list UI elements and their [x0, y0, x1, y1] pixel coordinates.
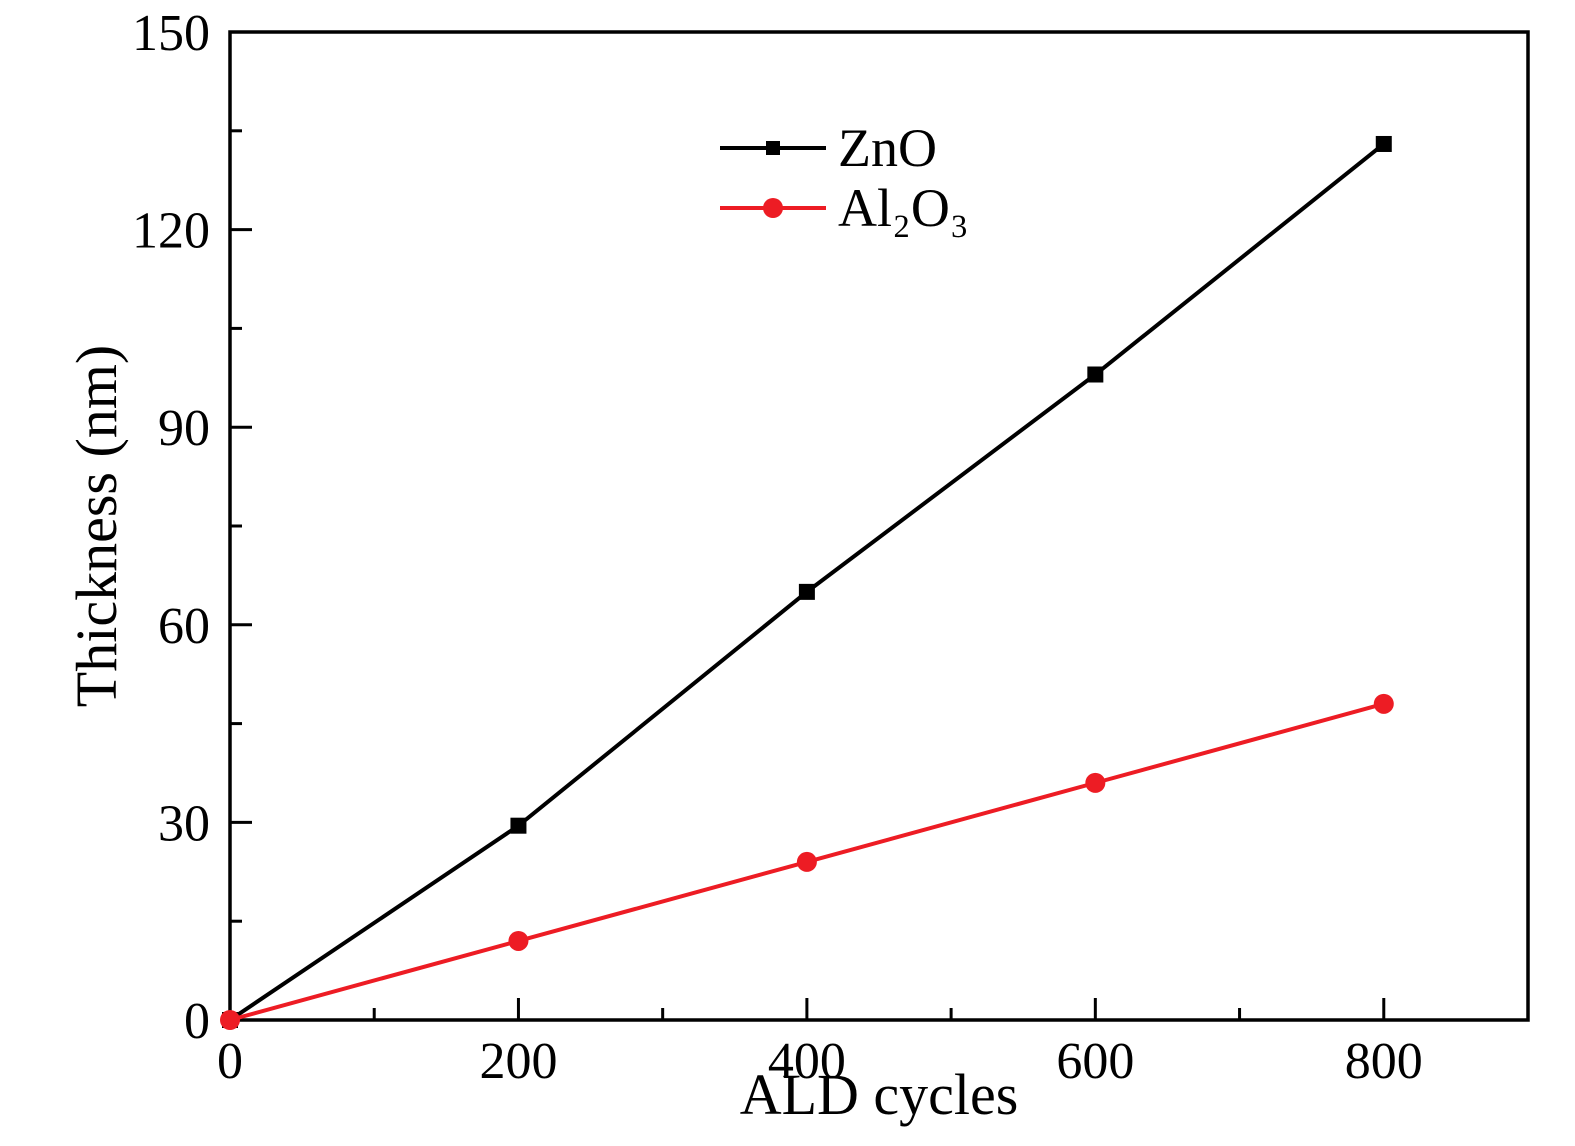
- x-tick-label: 200: [479, 1033, 557, 1090]
- y-tick-label: 120: [132, 203, 210, 260]
- x-tick-label: 600: [1056, 1033, 1134, 1090]
- y-axis-ticks: 0 30 60 90 120 150: [132, 5, 252, 1050]
- x-tick-label: 800: [1345, 1033, 1423, 1090]
- legend: ZnO Al₂O₃: [718, 118, 969, 238]
- y-axis-title: Thickness (nm): [64, 345, 129, 707]
- plot-area: 0 200 400 600 800 0 30 60 90 120 150: [132, 5, 1530, 1090]
- series-1: [220, 693, 1394, 1030]
- data-point: [798, 583, 815, 600]
- al2o3-legend-marker: [763, 198, 783, 218]
- x-tick-label: 400: [768, 1033, 846, 1090]
- data-point: [1087, 366, 1104, 383]
- data-point: [508, 930, 529, 951]
- legend-label-al2o3: Al₂O₃: [838, 178, 969, 238]
- y-tick-label: 60: [158, 598, 210, 655]
- legend-item-zno: ZnO: [718, 118, 969, 178]
- y-tick-label: 90: [158, 400, 210, 457]
- legend-label-zno: ZnO: [838, 118, 937, 178]
- y-tick-label: 0: [184, 993, 210, 1050]
- series-line: [228, 142, 1386, 1022]
- x-axis-ticks: 0 200 400 600 800: [217, 998, 1423, 1090]
- data-point: [796, 851, 817, 872]
- x-axis-title: ALD cycles: [740, 1062, 1019, 1127]
- series-0: [222, 135, 1392, 1028]
- x-tick-label: 0: [217, 1033, 243, 1090]
- data-point: [1375, 135, 1392, 152]
- y-tick-label: 30: [158, 795, 210, 852]
- data-point: [510, 817, 527, 834]
- data-point: [1085, 772, 1106, 793]
- legend-item-al2o3: Al₂O₃: [718, 178, 969, 238]
- al2o3-line-marker-icon: [720, 198, 826, 218]
- y-tick-label: 150: [132, 5, 210, 62]
- data-point: [1373, 693, 1394, 714]
- zno-legend-marker: [766, 141, 780, 155]
- data-point: [220, 1010, 240, 1030]
- zno-line-marker-icon: [720, 141, 826, 155]
